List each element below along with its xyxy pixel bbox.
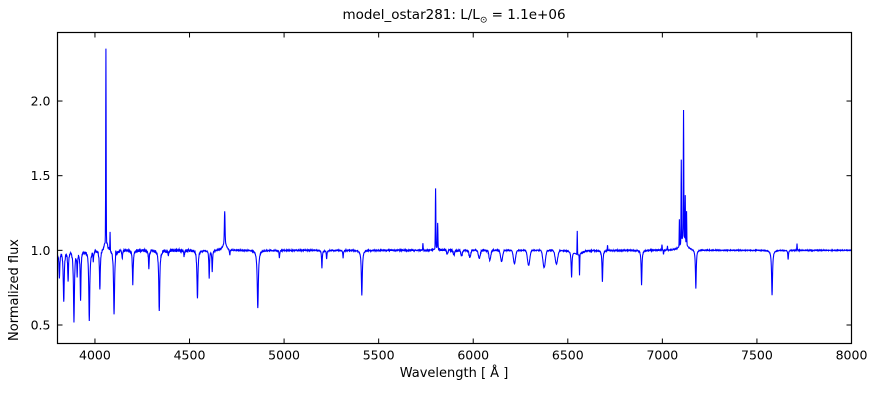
x-tick-label: 5000: [268, 348, 300, 363]
chart-title-value: = 1.1e+06: [487, 7, 566, 23]
x-tick-label: 4500: [174, 348, 206, 363]
plot-border: [56, 31, 853, 345]
sun-symbol: ⊙: [479, 15, 488, 26]
x-tick-label: 7500: [741, 348, 773, 363]
x-tick-label: 5500: [363, 348, 395, 363]
x-tick-label: 6000: [457, 348, 489, 363]
x-tick-label: 8000: [836, 348, 868, 363]
y-tick-label: 0.5: [31, 317, 51, 332]
y-tick-label: 1.0: [31, 243, 51, 258]
x-axis-label: Wavelength [ Å ]: [399, 366, 509, 381]
spectrum-line: [57, 48, 852, 323]
y-tick-label: 2.0: [31, 94, 51, 109]
y-tick-label: 1.5: [31, 168, 51, 183]
chart-title-text: model_ostar281: L/L: [342, 7, 480, 23]
chart-title: model_ostar281: L/L⊙ = 1.1e+06: [342, 7, 565, 26]
x-tick-label: 6500: [552, 348, 584, 363]
x-tick-label: 7000: [646, 348, 678, 363]
x-tick-label: 4000: [79, 348, 111, 363]
